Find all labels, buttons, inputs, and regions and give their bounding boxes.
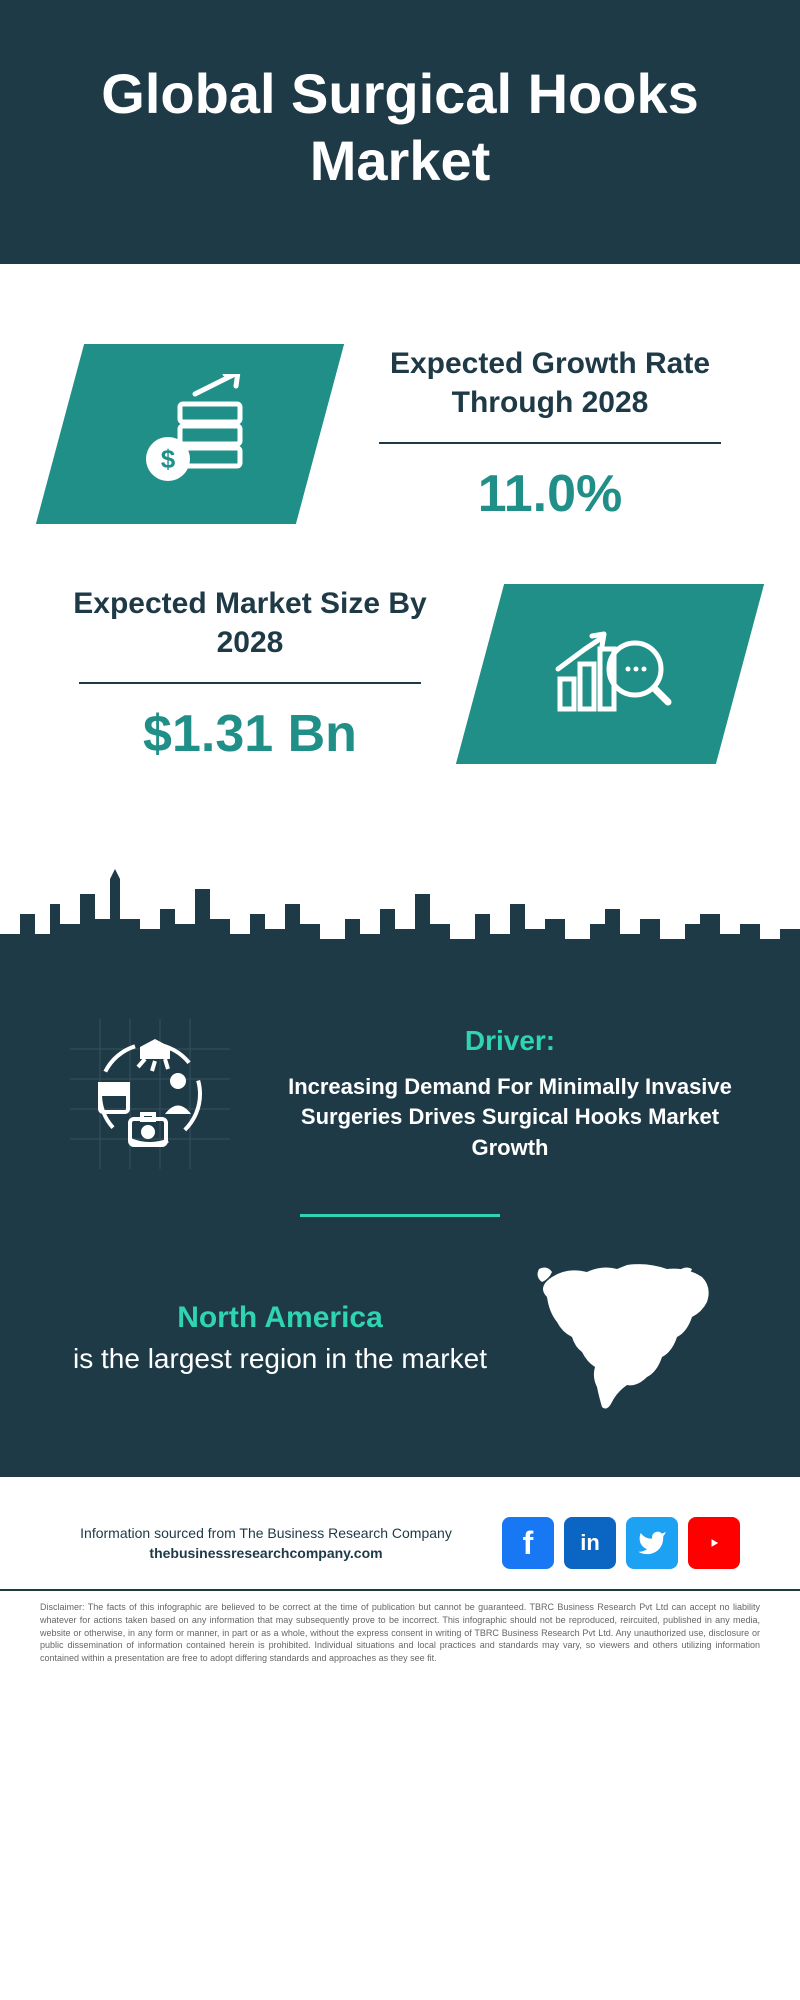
footer: Information sourced from The Business Re… [0, 1477, 800, 1589]
market-size-value: $1.31 Bn [60, 704, 440, 764]
gap-bar [0, 264, 800, 284]
region-rest: is the largest region in the market [73, 1343, 487, 1374]
driver-description: Increasing Demand For Minimally Invasive… [280, 1072, 740, 1164]
region-text: North America is the largest region in t… [73, 1297, 487, 1378]
teal-divider [300, 1214, 500, 1217]
market-size-text: Expected Market Size By 2028 $1.31 Bn [60, 584, 440, 764]
money-growth-icon: $ [36, 344, 344, 524]
dark-section: Driver: Increasing Demand For Minimally … [0, 984, 800, 1477]
driver-label: Driver: [280, 1025, 740, 1057]
driver-text: Driver: Increasing Demand For Minimally … [280, 1025, 740, 1164]
market-size-row: Expected Market Size By 2028 $1.31 Bn [60, 584, 740, 764]
north-america-map-icon [527, 1257, 727, 1417]
growth-rate-text: Expected Growth Rate Through 2028 11.0% [360, 344, 740, 524]
social-icons: f in [502, 1517, 740, 1569]
disclaimer: Disclaimer: The facts of this infographi… [0, 1589, 800, 1684]
chart-magnify-icon [456, 584, 764, 764]
page-title: Global Surgical Hooks Market [40, 60, 760, 194]
region-row: North America is the largest region in t… [60, 1257, 740, 1417]
stats-section: $ Expected Growth Rate Through 2028 11.0… [0, 284, 800, 864]
growth-rate-label: Expected Growth Rate Through 2028 [360, 344, 740, 422]
source-line2: thebusinessresearchcompany.com [60, 1545, 472, 1561]
footer-source: Information sourced from The Business Re… [60, 1525, 472, 1561]
facebook-icon[interactable]: f [502, 1517, 554, 1569]
divider [379, 442, 721, 444]
source-line1: Information sourced from The Business Re… [60, 1525, 472, 1541]
driver-row: Driver: Increasing Demand For Minimally … [60, 1014, 740, 1174]
growth-rate-row: $ Expected Growth Rate Through 2028 11.0… [60, 344, 740, 524]
twitter-icon[interactable] [626, 1517, 678, 1569]
svg-text:$: $ [161, 444, 176, 474]
linkedin-icon[interactable]: in [564, 1517, 616, 1569]
market-size-label: Expected Market Size By 2028 [60, 584, 440, 662]
region-highlight: North America [177, 1301, 383, 1334]
header-banner: Global Surgical Hooks Market [0, 0, 800, 264]
skyline-silhouette [0, 864, 800, 984]
youtube-icon[interactable] [688, 1517, 740, 1569]
divider [79, 682, 421, 684]
business-process-icon [60, 1014, 240, 1174]
growth-rate-value: 11.0% [360, 464, 740, 524]
